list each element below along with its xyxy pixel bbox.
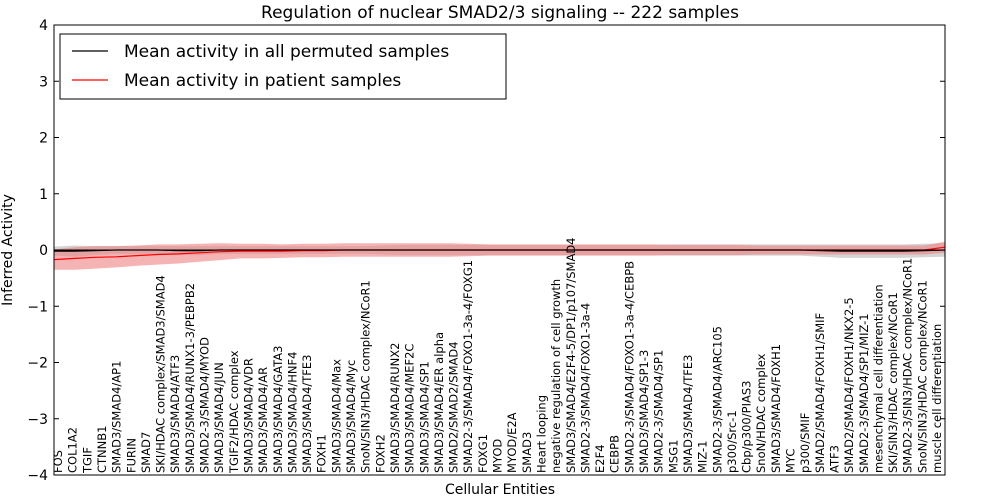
entity-label: SMAD3/SMAD4/RUNX1-3/PEBPB2 bbox=[183, 283, 197, 473]
entity-label: SMAD3/SMAD4/AP1 bbox=[110, 361, 124, 473]
entity-label: SMAD3/SMAD4/TFE3 bbox=[681, 355, 695, 474]
entity-label: negative regulation of cell growth bbox=[549, 279, 563, 473]
entity-label: SMAD2/SMAD2/SMAD4 bbox=[447, 341, 461, 473]
entity-label: SMAD2-3/SMAD4/SP1 bbox=[652, 350, 666, 473]
entity-label: SMAD3 bbox=[520, 432, 534, 473]
entity-label: MSG1 bbox=[666, 440, 680, 473]
chart-title: Regulation of nuclear SMAD2/3 signaling … bbox=[261, 3, 739, 23]
y-tick-label: −4 bbox=[27, 468, 48, 484]
entity-label: SMAD2-3/SMAD4/MYOD bbox=[198, 337, 212, 473]
legend-box bbox=[59, 33, 507, 100]
x-axis-label: Cellular Entities bbox=[445, 482, 555, 498]
entity-label: SMAD3/SMAD4/SP1-3 bbox=[637, 350, 651, 473]
y-axis-label: Inferred Activity bbox=[0, 194, 16, 306]
entity-label: SMAD3/SMAD4/FOXH1 bbox=[769, 344, 783, 473]
entity-label: CTNNB1 bbox=[95, 426, 109, 473]
entity-label: SMAD2-3/SMAD4/FOXO1-3a-4 bbox=[578, 303, 592, 473]
entity-label: SMAD2-3/SMAD4/ARC105 bbox=[710, 326, 724, 473]
entity-label: SMAD2/SMAD4/FOXH1/NKX2-5 bbox=[842, 297, 856, 473]
legend-label-permuted: Mean activity in all permuted samples bbox=[124, 42, 449, 62]
entity-label: SMAD3/SMAD4/TFE3 bbox=[300, 355, 314, 474]
entity-label: TGIF2/HDAC complex bbox=[227, 350, 241, 474]
entity-label: SMAD2-3/SMAD4/SP1/MIZ-1 bbox=[857, 313, 871, 473]
entity-label: SMAD3/SMAD4/GATA3 bbox=[271, 346, 285, 473]
entity-label: SMAD3/SMAD4/ER alpha bbox=[432, 332, 446, 473]
entity-label: MYC bbox=[784, 449, 798, 473]
entity-label: SMAD2/SMAD4/FOXH1/SMIF bbox=[813, 313, 827, 473]
y-tick-label: 2 bbox=[39, 131, 48, 147]
entity-label: SnoN/HDAC complex bbox=[754, 353, 768, 473]
entity-label: SMAD3/SMAD4/VDR bbox=[241, 358, 255, 473]
entity-label: SnoN/SIN3/HDAC complex/NCoR1 bbox=[359, 280, 373, 473]
entity-label: SMAD3/SMAD4/ATF3 bbox=[168, 355, 182, 473]
entity-label: ATF3 bbox=[828, 445, 842, 473]
entity-label: SnoN/SIN3/HDAC complex/NCoR1 bbox=[915, 280, 929, 473]
entity-label: SKI/SIN3/HDAC complex/NCoR1 bbox=[886, 292, 900, 473]
entity-label: FOS bbox=[51, 450, 65, 473]
y-tick-label: −3 bbox=[27, 412, 48, 428]
entity-label: SMAD3/SMAD4/Myc bbox=[344, 360, 358, 473]
entity-label: SMAD3/SMAD4/E2F4-5/DP1/p107/SMAD4 bbox=[564, 238, 578, 474]
entity-label: Heart looping bbox=[535, 395, 549, 473]
legend: Mean activity in all permuted samples Me… bbox=[59, 33, 507, 100]
confidence-bands bbox=[54, 241, 945, 270]
entity-label: SMAD3/SMAD4/AR bbox=[256, 367, 270, 473]
entity-label: Cbp/p300/PIAS3 bbox=[740, 381, 754, 473]
y-tick-label: 3 bbox=[39, 74, 48, 90]
entity-label: p300/Src-1 bbox=[725, 410, 739, 473]
entity-label: FOXH1 bbox=[315, 434, 329, 473]
entity-label: FOXG1 bbox=[476, 434, 490, 473]
y-tick-label: 0 bbox=[39, 243, 48, 259]
entity-label: SMAD3/SMAD4/HNF4 bbox=[285, 352, 299, 473]
entity-label: SMAD2-3/SIN3/HDAC complex/NCoR1 bbox=[901, 258, 915, 473]
entity-label: SMAD3/SMAD4/RUNX2 bbox=[388, 343, 402, 473]
entity-label: MYOD bbox=[491, 439, 505, 473]
entity-label: FURIN bbox=[124, 438, 138, 473]
entity-label: MYOD/E2A bbox=[505, 412, 519, 473]
entity-label: CEBPB bbox=[608, 435, 622, 473]
entity-label: mesenchymal cell differentiation bbox=[871, 284, 885, 473]
entity-label: E2F4 bbox=[593, 444, 607, 473]
y-tick-label: 4 bbox=[39, 18, 48, 34]
y-tick-label: −2 bbox=[27, 356, 48, 372]
entity-label: SKI/HDAC complex/SMAD3/SMAD4 bbox=[154, 275, 168, 473]
entity-label: SMAD3/SMAD4/SP1 bbox=[417, 361, 431, 473]
legend-label-patient: Mean activity in patient samples bbox=[124, 71, 401, 91]
entity-label: SMAD2-3/SMAD4/FOXO1-3a-4/CEBPB bbox=[622, 261, 636, 473]
y-tick-label: −1 bbox=[27, 299, 48, 315]
entity-label: TGIF bbox=[80, 447, 94, 474]
entity-label: FOXH2 bbox=[373, 434, 387, 473]
patient-band bbox=[54, 241, 945, 270]
y-tick-label: 1 bbox=[39, 187, 48, 203]
y-axis-ticks: 4 3 2 1 0 −1 −2 −3 −4 bbox=[27, 18, 945, 484]
entity-label: SMAD7 bbox=[139, 432, 153, 473]
entity-label: MIZ-1 bbox=[696, 441, 710, 473]
entity-label: SMAD3/SMAD4/MEF2C bbox=[403, 344, 417, 473]
entity-label: SMAD2-3/SMAD4/FOXO1-3a-4/FOXG1 bbox=[461, 260, 475, 473]
entity-label: SMAD3/SMAD4/JUN bbox=[212, 362, 226, 473]
entity-label: p300/SMIF bbox=[798, 413, 812, 473]
entity-label: SMAD3/SMAD4/Max bbox=[329, 359, 343, 473]
entity-labels: FOS COL1A2 TGIF CTNNB1 SMAD3/SMAD4/AP1 FURIN S… bbox=[51, 238, 944, 475]
entity-label: muscle cell differentiation bbox=[930, 324, 944, 473]
entity-label: COL1A2 bbox=[66, 427, 80, 473]
